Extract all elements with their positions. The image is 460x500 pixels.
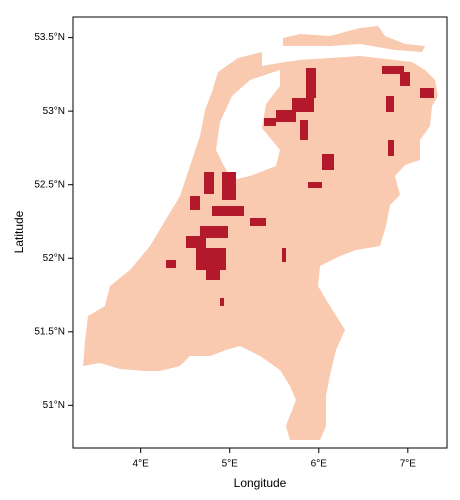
cell bbox=[222, 172, 236, 200]
x-tick-label: 4°E bbox=[133, 459, 150, 470]
y-tick-label: 52.5°N bbox=[34, 179, 65, 190]
cell bbox=[292, 98, 314, 112]
y-tick-label: 52°N bbox=[43, 253, 65, 264]
cell bbox=[308, 182, 322, 188]
x-tick-label: 5°E bbox=[222, 459, 239, 470]
cell bbox=[186, 236, 206, 248]
cell bbox=[204, 172, 214, 194]
cell bbox=[166, 260, 176, 268]
y-tick-label: 51.5°N bbox=[34, 326, 65, 337]
cell bbox=[282, 248, 286, 262]
land-raster bbox=[83, 26, 438, 440]
cell bbox=[306, 68, 316, 98]
y-tick-label: 53.5°N bbox=[34, 32, 65, 43]
y-tick-label: 51°N bbox=[43, 400, 65, 411]
cell bbox=[250, 218, 266, 226]
land bbox=[83, 52, 438, 440]
x-tick-label: 7°E bbox=[400, 459, 417, 470]
cell bbox=[200, 226, 228, 238]
cell bbox=[300, 120, 308, 140]
y-tick-label: 53°N bbox=[43, 106, 65, 117]
cell bbox=[196, 248, 226, 270]
y-axis-title: Latitude bbox=[12, 210, 26, 253]
cell bbox=[322, 154, 334, 170]
cell bbox=[388, 140, 394, 156]
plot-frame bbox=[72, 16, 448, 449]
cell bbox=[400, 72, 410, 86]
cell bbox=[276, 110, 296, 122]
cell bbox=[190, 196, 200, 210]
cell bbox=[206, 268, 220, 280]
cell bbox=[212, 206, 244, 216]
x-axis-title: Longitude bbox=[234, 476, 287, 490]
islands bbox=[283, 26, 425, 52]
cell bbox=[420, 88, 434, 98]
highlight-raster bbox=[166, 66, 434, 306]
cell bbox=[382, 66, 404, 74]
cell bbox=[386, 96, 394, 112]
cell bbox=[264, 118, 276, 126]
x-tick-label: 6°E bbox=[311, 459, 328, 470]
cell bbox=[220, 298, 224, 306]
